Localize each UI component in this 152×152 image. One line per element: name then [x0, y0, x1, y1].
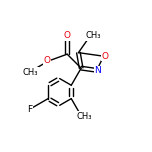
Text: O: O: [64, 31, 71, 40]
Text: CH₃: CH₃: [22, 68, 38, 77]
Text: CH₃: CH₃: [85, 31, 101, 40]
Text: CH₃: CH₃: [76, 112, 92, 121]
Text: N: N: [94, 66, 101, 75]
Text: O: O: [101, 52, 108, 61]
Text: O: O: [44, 56, 51, 65]
Text: F: F: [27, 105, 32, 114]
